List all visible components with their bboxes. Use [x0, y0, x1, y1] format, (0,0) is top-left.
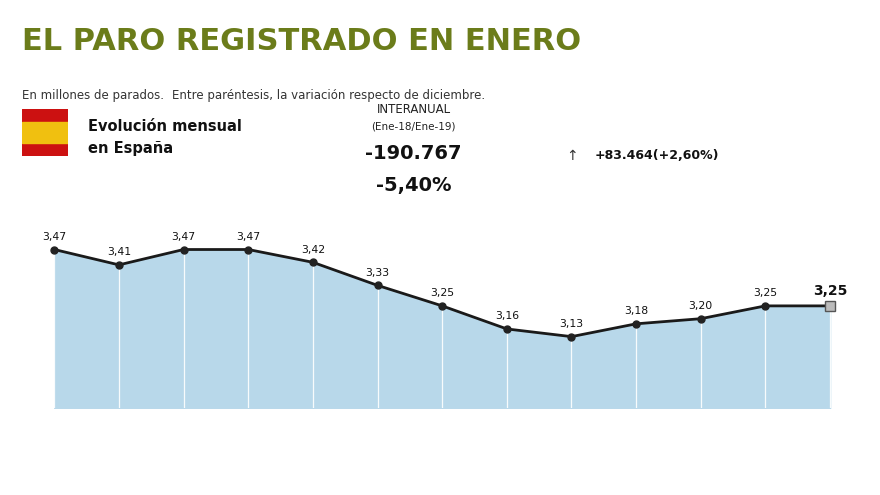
- Text: ↑: ↑: [566, 149, 578, 163]
- Text: Nv: Nv: [756, 420, 774, 434]
- Text: 3,47: 3,47: [42, 232, 66, 242]
- Text: Entre paréntesis, la variación respecto de diciembre.: Entre paréntesis, la variación respecto …: [172, 89, 485, 102]
- Text: Dc: Dc: [821, 420, 839, 434]
- Text: En: En: [110, 420, 128, 434]
- Text: Oc: Oc: [692, 420, 710, 434]
- Text: 3,18: 3,18: [624, 306, 649, 316]
- Text: Ab: Ab: [304, 420, 322, 434]
- Text: 3,25: 3,25: [753, 288, 778, 298]
- Text: Evolución mensual: Evolución mensual: [88, 119, 242, 134]
- Text: 3,13: 3,13: [560, 319, 583, 329]
- Text: INTERANUAL: INTERANUAL: [377, 102, 451, 115]
- Text: +83.464(+2,60%): +83.464(+2,60%): [595, 149, 719, 162]
- Text: -5,40%: -5,40%: [376, 176, 451, 195]
- Text: en España: en España: [88, 141, 173, 156]
- Text: EL PARO REGISTRADO EN ENERO: EL PARO REGISTRADO EN ENERO: [22, 27, 581, 56]
- Text: 3,20: 3,20: [689, 301, 713, 311]
- Text: Jl: Jl: [502, 420, 511, 434]
- Text: Fb: Fb: [175, 420, 193, 434]
- Text: 3,33: 3,33: [365, 268, 390, 278]
- Text: -190.767: -190.767: [365, 144, 462, 163]
- Text: 3,47: 3,47: [172, 232, 195, 242]
- Text: 3,42: 3,42: [301, 245, 325, 254]
- Text: Dc: Dc: [46, 420, 63, 434]
- Text: 2018: 2018: [457, 459, 492, 472]
- Text: 3,16: 3,16: [495, 311, 519, 321]
- Text: 3,25: 3,25: [813, 284, 847, 298]
- Text: Jn: Jn: [436, 420, 449, 434]
- Text: 2017: 2017: [37, 459, 72, 472]
- Text: My: My: [367, 420, 388, 434]
- Bar: [22, 122, 68, 143]
- Text: 3,25: 3,25: [430, 288, 454, 298]
- Text: (Ene-18/Ene-19): (Ene-18/Ene-19): [371, 122, 456, 132]
- Text: Mr: Mr: [239, 420, 258, 434]
- Text: Sp: Sp: [627, 420, 645, 434]
- Text: 3,47: 3,47: [236, 232, 260, 242]
- Text: 3,41: 3,41: [106, 247, 131, 257]
- Text: En millones de parados.: En millones de parados.: [22, 89, 164, 102]
- Text: Ag: Ag: [562, 420, 581, 434]
